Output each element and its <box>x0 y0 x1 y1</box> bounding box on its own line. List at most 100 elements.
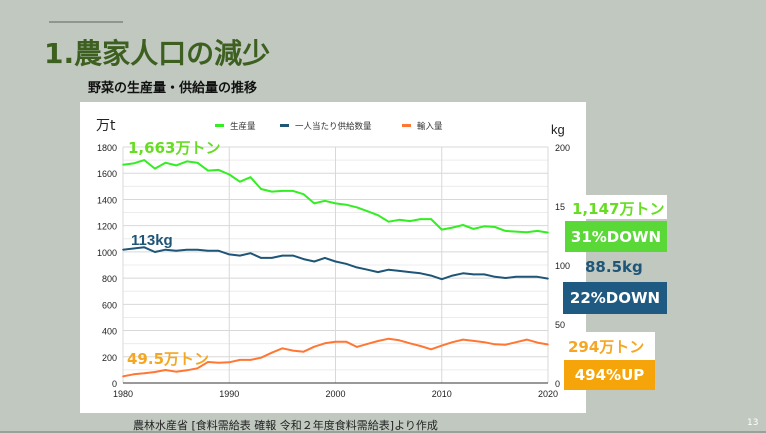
data-point-per_capita <box>281 254 284 257</box>
legend-swatch-2 <box>402 124 411 127</box>
data-point-imports <box>483 341 486 344</box>
y-left-tick-label: 1800 <box>97 143 117 153</box>
data-point-per_capita <box>419 272 422 275</box>
y-right-tick-label: 200 <box>555 143 570 153</box>
data-point-imports <box>228 361 231 364</box>
production-end-value: 1,147万トン <box>572 200 665 218</box>
data-point-imports <box>270 351 273 354</box>
production-start-label: 1,663万トン <box>128 139 220 157</box>
data-point-imports <box>154 371 156 373</box>
data-point-per_capita <box>302 258 305 260</box>
data-point-per_capita <box>207 250 209 252</box>
y-left-tick-label: 0 <box>112 379 117 389</box>
data-point-per_capita <box>440 278 443 280</box>
y-left-tick-label: 1200 <box>97 222 117 232</box>
data-point-imports <box>302 350 305 353</box>
data-point-per_capita <box>270 257 273 259</box>
data-point-per_capita <box>196 248 199 251</box>
data-point-production <box>324 199 326 202</box>
data-point-production <box>143 159 146 161</box>
data-point-per_capita <box>515 276 517 278</box>
data-point-imports <box>462 338 464 341</box>
imports-end-label-bg <box>563 332 655 360</box>
data-point-production <box>451 226 454 229</box>
y-left-axis-label: 万t <box>96 118 116 134</box>
data-point-production <box>239 180 241 183</box>
data-point-production <box>430 218 432 220</box>
data-point-per_capita <box>185 248 188 251</box>
data-point-imports <box>494 343 496 346</box>
data-point-imports <box>143 372 146 375</box>
data-point-production <box>547 231 549 234</box>
source-note: 農林水産省 [食料需給表 確報 令和２年度食料需給表]より作成 <box>133 419 438 432</box>
legend-swatch-1 <box>280 124 289 127</box>
legend-swatch-0 <box>215 124 224 127</box>
data-point-production <box>281 190 284 192</box>
legend-label: 輸入量 <box>417 121 443 132</box>
page-number: 13 <box>747 418 759 428</box>
data-point-per_capita <box>132 247 135 250</box>
data-point-imports <box>419 345 422 347</box>
data-point-per_capita <box>472 273 475 276</box>
data-point-per_capita <box>239 254 241 257</box>
data-point-per_capita <box>122 248 124 251</box>
data-point-production <box>132 162 135 165</box>
data-point-production <box>525 231 528 234</box>
x-tick-label: 2020 <box>538 389 558 399</box>
data-point-production <box>536 230 539 232</box>
data-point-per_capita <box>249 252 252 254</box>
data-point-production <box>270 190 273 193</box>
x-tick-label: 2010 <box>432 389 452 399</box>
data-point-per_capita <box>260 257 262 259</box>
imports-change-badge: 494%UP <box>564 360 655 390</box>
data-point-per_capita <box>355 266 358 269</box>
data-point-per_capita <box>345 263 347 265</box>
data-point-imports <box>175 370 177 373</box>
data-point-imports <box>525 338 528 341</box>
data-point-imports <box>504 343 507 346</box>
data-point-imports <box>355 346 358 348</box>
data-point-imports <box>196 367 199 370</box>
production-change-badge: 31%DOWN <box>565 221 667 252</box>
data-point-per_capita <box>217 250 220 252</box>
data-point-imports <box>451 341 454 344</box>
data-point-imports <box>366 343 369 345</box>
data-point-production <box>313 202 316 205</box>
data-point-per_capita <box>504 277 507 279</box>
data-point-imports <box>515 341 517 344</box>
imports-start-label: 49.5万トン <box>127 350 209 368</box>
y-left-tick-label: 1600 <box>97 169 117 179</box>
data-point-per_capita <box>387 268 390 271</box>
data-point-imports <box>249 359 252 361</box>
data-point-per_capita <box>451 274 454 277</box>
data-point-per_capita <box>398 270 401 272</box>
data-point-imports <box>387 337 390 340</box>
data-point-imports <box>313 345 316 348</box>
y-right-tick-label: 15 <box>555 202 565 212</box>
y-left-tick-label: 800 <box>102 274 117 284</box>
data-point-imports <box>334 340 337 343</box>
data-point-production <box>154 167 156 170</box>
data-point-per_capita <box>313 260 316 263</box>
data-point-production <box>207 169 209 172</box>
data-point-per_capita <box>366 268 369 271</box>
data-point-per_capita <box>377 271 379 273</box>
data-point-production <box>345 203 347 206</box>
data-point-imports <box>185 369 188 372</box>
data-point-production <box>440 228 443 231</box>
data-point-production <box>409 220 411 222</box>
data-point-production <box>515 230 517 233</box>
y-right-axis-label: kg <box>551 122 565 137</box>
data-point-imports <box>430 348 432 351</box>
data-point-imports <box>536 341 539 344</box>
x-tick-label: 1980 <box>113 389 133 399</box>
data-point-per_capita <box>143 246 146 249</box>
data-point-imports <box>164 369 167 371</box>
data-point-production <box>462 224 464 226</box>
data-point-production <box>334 202 337 205</box>
chart-subtitle: 野菜の生産量・供給量の推移 <box>88 81 258 96</box>
data-point-production <box>472 228 475 230</box>
data-point-per_capita <box>154 251 156 253</box>
line-chart: 0 200 400 600 800 1000 1200 1400 1600 1800 0 50 100 1… <box>96 118 570 399</box>
per-capita-start-label: 113kg <box>131 232 173 249</box>
